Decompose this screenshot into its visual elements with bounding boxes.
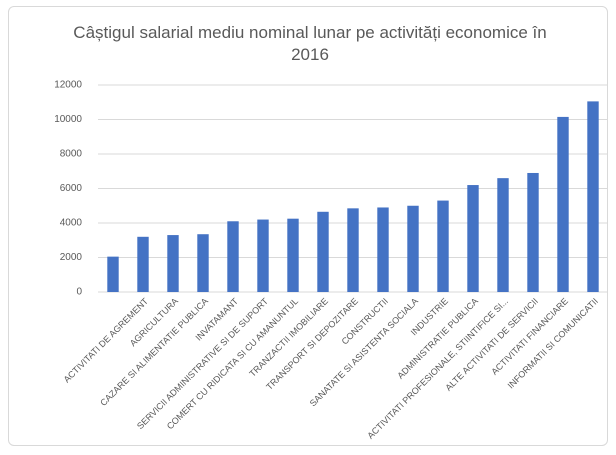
bar	[167, 235, 179, 292]
bar	[377, 207, 389, 292]
bar	[437, 200, 449, 292]
x-tick-label: CAZARE SI ALIMENTATIE PUBLICA	[98, 296, 210, 408]
x-tick-label: SANATATE SI ASISTENTA SOCIALA	[308, 296, 420, 408]
bar	[467, 185, 479, 292]
chart-title: Câștigul salarial mediu nominal lunar pe…	[73, 23, 547, 64]
bar	[587, 101, 599, 292]
bar	[407, 205, 419, 292]
chart-title-box: Câștigul salarial mediu nominal lunar pe…	[40, 22, 580, 66]
y-tick-label: 8000	[60, 149, 83, 160]
y-tick-label: 12000	[54, 80, 82, 91]
y-tick-label: 10000	[54, 114, 82, 125]
chart-frame	[8, 6, 608, 446]
y-tick-label: 4000	[60, 218, 83, 229]
bar	[287, 218, 299, 292]
y-tick-label: 0	[76, 287, 82, 298]
bar	[107, 256, 119, 292]
bar	[527, 172, 539, 292]
y-tick-label: 6000	[60, 183, 83, 194]
bar	[137, 236, 149, 292]
x-tick-label: ACTIVITATI PROFESIONALE, STIINTIFICE SI.…	[365, 296, 510, 441]
bar	[557, 116, 569, 292]
y-tick-label: 2000	[60, 252, 83, 263]
bar	[257, 219, 269, 292]
bar	[347, 208, 359, 292]
bar	[317, 211, 329, 292]
bar	[497, 178, 509, 292]
bar	[197, 234, 209, 292]
bar	[227, 221, 239, 292]
